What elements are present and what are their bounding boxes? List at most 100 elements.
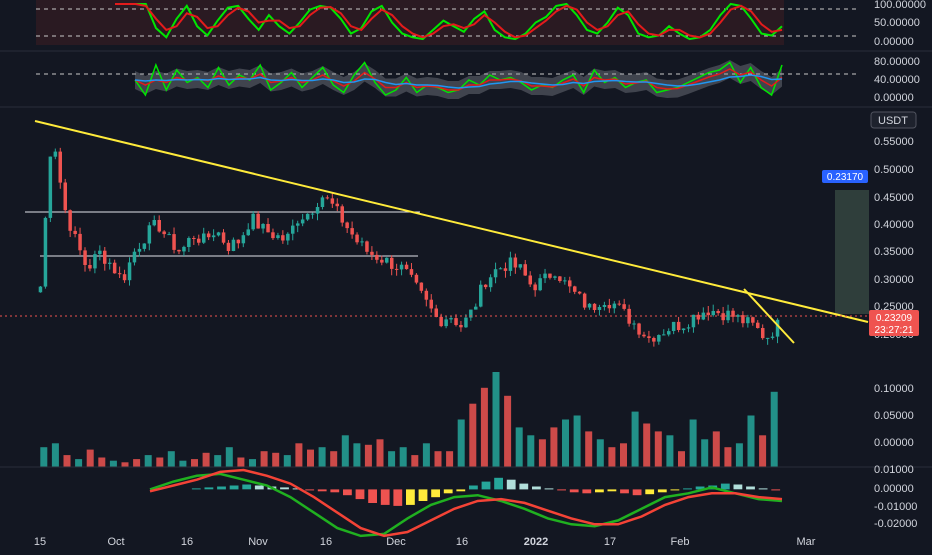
candle <box>281 235 285 241</box>
x-tick: 16 <box>181 536 193 548</box>
candle <box>414 274 419 283</box>
macd-histogram-bar <box>393 489 403 506</box>
volume-bar <box>330 451 338 467</box>
volume-bar <box>550 427 558 467</box>
candle <box>261 224 265 229</box>
macd-histogram-bar <box>242 484 252 490</box>
volume-bar <box>480 387 488 467</box>
macd-histogram-bar <box>620 489 629 494</box>
candle <box>172 234 176 250</box>
candle <box>409 269 414 275</box>
candle <box>246 229 250 236</box>
macd-histogram-bar <box>720 483 730 490</box>
candle <box>380 259 384 263</box>
candle <box>454 318 458 325</box>
candle <box>127 262 132 281</box>
candle <box>251 213 255 230</box>
candle <box>103 250 107 264</box>
price-tick: 0.55000 <box>874 136 914 148</box>
macd-tick: -0.02000 <box>874 518 917 530</box>
candle <box>162 231 166 235</box>
volume-bar <box>666 435 674 467</box>
volume-panel: 0.10000 0.05000 0.00000 <box>40 372 914 468</box>
breakdown-trendline[interactable] <box>743 288 795 344</box>
candle <box>117 273 122 275</box>
volume-bar <box>144 455 152 467</box>
volume-bar <box>747 415 755 467</box>
candle <box>538 278 542 291</box>
volume-bar <box>318 447 326 467</box>
candle <box>444 319 448 327</box>
candle <box>192 238 196 239</box>
candle <box>469 309 473 318</box>
candle <box>88 265 92 269</box>
candle <box>325 197 330 199</box>
candle <box>597 307 602 310</box>
candle <box>335 203 339 207</box>
candle <box>617 303 621 305</box>
volume-bar <box>446 451 454 467</box>
candle <box>612 303 617 309</box>
macd-histogram-bar <box>317 489 327 492</box>
volume-bar <box>770 391 778 467</box>
volume-bar <box>364 444 372 467</box>
macd-histogram-bar <box>469 485 478 490</box>
volume-bar <box>422 443 430 468</box>
candle <box>736 315 740 317</box>
macd-tick: -0.01000 <box>874 501 917 513</box>
candle <box>726 310 730 321</box>
candle <box>231 239 236 251</box>
macd-histogram-bar <box>418 489 428 501</box>
candle <box>429 299 433 309</box>
candle <box>518 264 523 268</box>
candle <box>587 303 592 308</box>
volume-bar <box>133 459 141 467</box>
candle <box>187 238 191 247</box>
candle <box>83 250 87 265</box>
candle <box>528 275 532 285</box>
candle <box>271 232 275 239</box>
volume-bar <box>167 451 175 467</box>
candle <box>765 337 770 339</box>
candle <box>716 311 720 314</box>
volume-bar <box>156 457 164 467</box>
candle <box>592 303 597 310</box>
macd-histogram-bar <box>217 486 226 490</box>
x-tick: 16 <box>320 536 332 548</box>
volume-bar <box>631 411 639 467</box>
currency-badge <box>870 111 917 129</box>
candle <box>390 257 394 269</box>
candle <box>662 334 666 336</box>
candle <box>503 268 508 271</box>
macd-histogram-bar <box>305 489 315 491</box>
candle <box>360 241 364 243</box>
candle <box>300 219 305 224</box>
candle <box>731 310 735 317</box>
macd-histogram-bar <box>758 488 768 490</box>
macd-histogram-bar <box>506 479 516 490</box>
candle <box>756 322 760 328</box>
candle <box>508 257 513 271</box>
macd-histogram-bar <box>481 481 491 490</box>
rsi-band <box>135 60 782 99</box>
volume-bar <box>40 447 48 467</box>
price-tick: 0.50000 <box>874 164 914 176</box>
candle <box>241 235 246 244</box>
candle <box>375 254 379 260</box>
candle <box>330 198 335 204</box>
candle <box>355 234 359 243</box>
candle <box>157 220 161 232</box>
macd-histogram-bar <box>519 483 529 490</box>
candle <box>132 251 137 263</box>
candle <box>236 239 241 244</box>
candle <box>706 312 710 316</box>
volume-tick: 0.05000 <box>874 410 914 422</box>
volume-bar <box>376 439 384 467</box>
macd-histogram-bar <box>343 489 352 496</box>
descending-trendline[interactable] <box>34 120 869 323</box>
candle <box>513 257 518 268</box>
candle <box>676 321 681 330</box>
candle <box>493 269 498 278</box>
macd-histogram-bar <box>670 489 680 491</box>
